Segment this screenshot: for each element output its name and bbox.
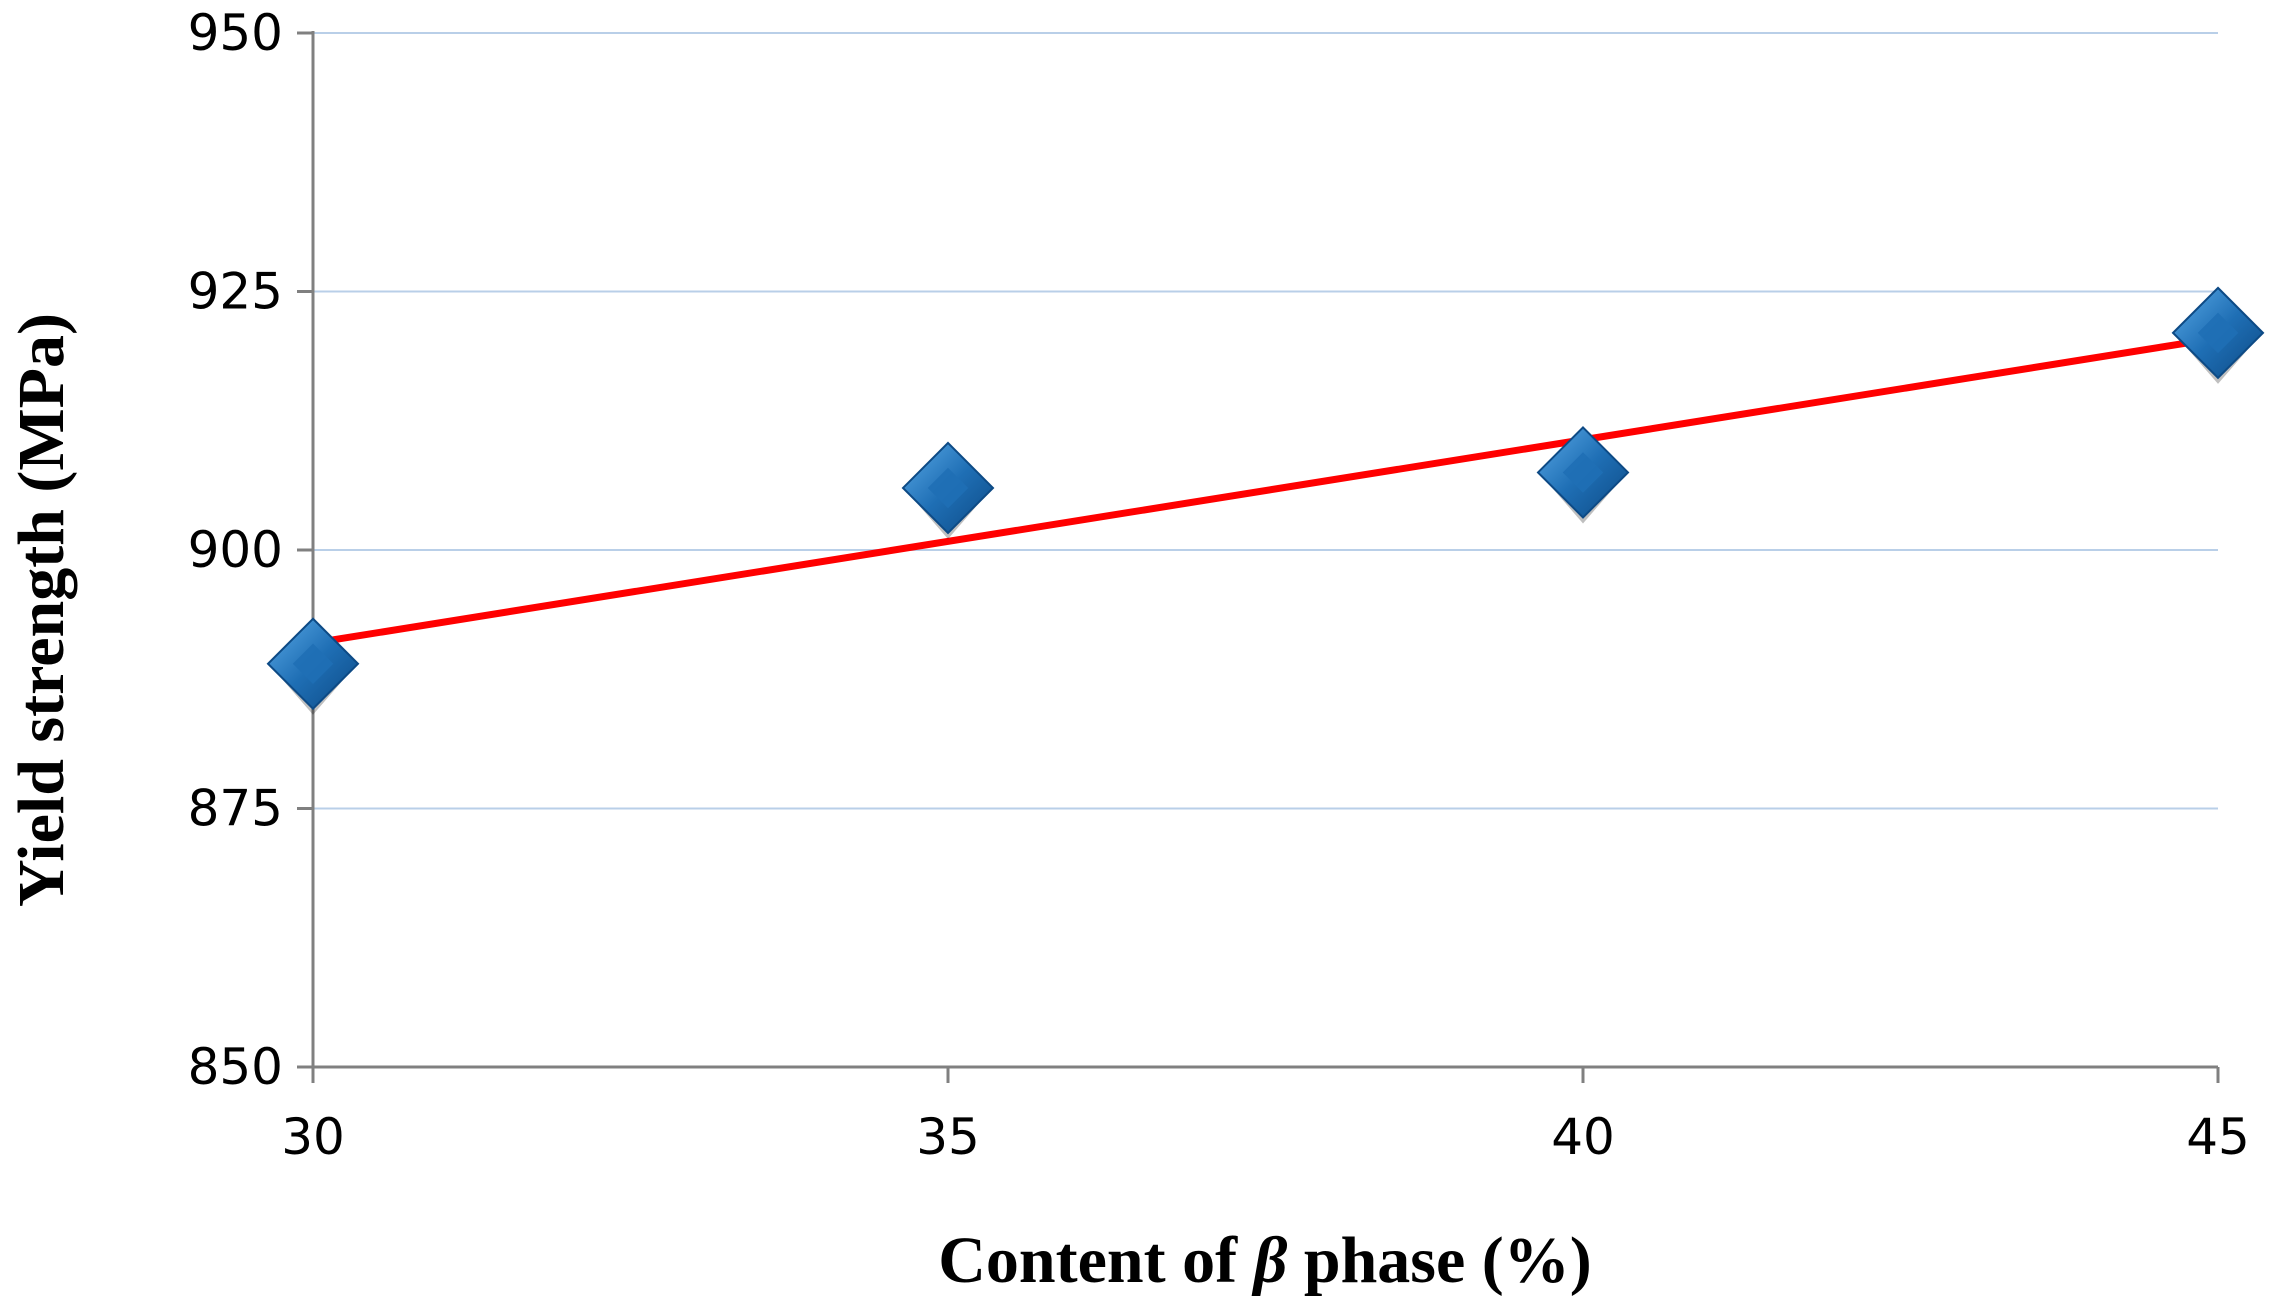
data-point-facet-3: [1562, 452, 1604, 493]
x-tick-labels: 30 35 40 45: [281, 1108, 2250, 1166]
data-points: [266, 286, 2265, 715]
x-tick-label-30: 30: [281, 1108, 345, 1166]
y-tick-label-900: 900: [188, 521, 283, 579]
data-point-facet-2: [927, 467, 969, 509]
data-point-facet-4: [2197, 312, 2239, 354]
y-tick-label-925: 925: [188, 263, 283, 321]
x-axis-title-beta: β: [1251, 1224, 1288, 1297]
data-point-4: [2171, 286, 2265, 384]
y-tick-label-950: 950: [188, 4, 283, 62]
y-tick-label-875: 875: [188, 780, 283, 838]
x-axis-title-part-2: phase (%): [1287, 1224, 1591, 1297]
x-tick-label-40: 40: [1551, 1108, 1615, 1166]
x-axis-title: Content of β phase (%): [938, 1224, 1591, 1297]
data-point-2: [901, 441, 995, 539]
y-tick-labels: 850 875 900 925 950: [188, 4, 283, 1096]
trendline-group: [309, 334, 2222, 647]
axes: [297, 31, 2220, 1083]
x-axis-title-part-1: Content of: [938, 1224, 1253, 1297]
y-axis-title: Yield strength (MPa): [5, 313, 78, 907]
data-point-3: [1536, 426, 1630, 524]
y-tick-label-850: 850: [188, 1038, 283, 1096]
data-point-1: [266, 617, 360, 715]
data-point-facet-1: [292, 643, 334, 684]
x-tick-label-35: 35: [916, 1108, 980, 1166]
trendline: [309, 334, 2222, 647]
x-tick-label-45: 45: [2186, 1108, 2250, 1166]
gridlines: [313, 32, 2218, 810]
